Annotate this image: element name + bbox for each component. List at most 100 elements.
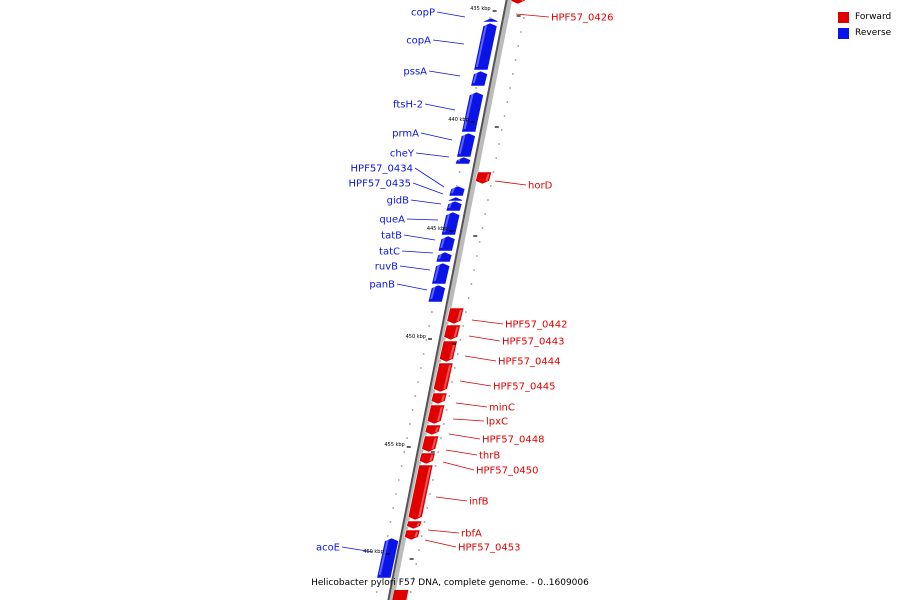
gene-panb-block[interactable] xyxy=(427,284,446,303)
gene-hpf57_0435-block-highlight xyxy=(450,197,453,200)
gene-label-hord[interactable]: horD xyxy=(528,181,553,192)
gene-label-thrb[interactable]: thrB xyxy=(479,451,500,462)
gene-labels: copP copA pssA ftsH-2 prmA cheY HPF57_0434 HPF5… xyxy=(316,8,614,554)
gene-hpf57_0435-block[interactable] xyxy=(447,196,464,202)
gene-hpf57_0426-block-highlight xyxy=(521,0,524,2)
gene-continuation-block xyxy=(392,590,409,600)
gene-copp-block[interactable] xyxy=(482,17,499,23)
gene-label-tatc[interactable]: tatC xyxy=(379,247,400,258)
legend: Forward Reverse xyxy=(838,9,891,41)
gene-label-ftsh-2[interactable]: ftsH-2 xyxy=(393,100,423,111)
gene-chey-block-highlight xyxy=(457,158,461,162)
leader-hpf57_0450 xyxy=(442,461,475,471)
gene-label-lpxc[interactable]: lpxC xyxy=(486,417,508,428)
gene-minc-block[interactable] xyxy=(430,392,448,405)
gene-label-hpf57_0444[interactable]: HPF57_0444 xyxy=(498,357,560,368)
major-tick-label: 455 kbp xyxy=(384,442,404,448)
gene-ftsh-2-block[interactable] xyxy=(461,91,484,133)
gene-minc-block-highlight xyxy=(441,394,446,402)
gene-quea-block[interactable] xyxy=(440,211,461,236)
backbone xyxy=(387,0,508,600)
leader-chey xyxy=(415,152,450,158)
gene-hpf57_0445-block[interactable] xyxy=(433,362,454,393)
gene-label-minc[interactable]: minC xyxy=(489,403,515,414)
legend-item-reverse: Reverse xyxy=(838,25,891,41)
major-tick-label: 445 kbp xyxy=(427,226,447,232)
gene-label-acoe[interactable]: acoE xyxy=(316,543,340,554)
gene-thrb-block-highlight xyxy=(431,437,437,450)
gene-label-gidb[interactable]: gidB xyxy=(387,196,409,207)
gene-label-infb[interactable]: infB xyxy=(469,497,489,508)
gene-label-chey[interactable]: cheY xyxy=(390,149,415,160)
major-tick-label: 440 kbp xyxy=(448,117,468,123)
leader-pssa xyxy=(428,70,461,77)
gene-thrb-block[interactable] xyxy=(421,435,440,453)
gene-tatb-block-highlight xyxy=(440,237,446,249)
leader-acoe xyxy=(341,546,374,553)
gene-hpf57_0426-block[interactable] xyxy=(510,0,526,5)
gene-infb-block-highlight xyxy=(418,466,431,518)
leader-hpf57_0453 xyxy=(424,539,457,548)
gene-label-pssa[interactable]: pssA xyxy=(403,67,427,78)
gene-hord-block[interactable] xyxy=(474,171,493,185)
leader-thrb xyxy=(445,449,478,456)
gene-hpf57_0453-block[interactable] xyxy=(403,529,421,541)
gene-hpf57_0444-block-highlight xyxy=(449,342,456,360)
gene-label-prma[interactable]: prmA xyxy=(392,129,419,140)
legend-swatch-reverse xyxy=(838,27,849,39)
leader-hpf57_0445 xyxy=(459,380,492,387)
gene-lpxc-block-highlight xyxy=(437,406,443,422)
gene-label-hpf57_0426[interactable]: HPF57_0426 xyxy=(551,13,613,24)
gene-panb-block-highlight xyxy=(430,286,436,300)
gene-label-hpf57_0442[interactable]: HPF57_0442 xyxy=(505,320,567,331)
gene-chey-block[interactable] xyxy=(454,156,472,165)
leader-ftsh-2 xyxy=(424,103,456,111)
gene-hpf57_0434-block[interactable] xyxy=(448,185,466,197)
gene-copa-block[interactable] xyxy=(473,22,498,71)
gene-ruvb-block-highlight xyxy=(433,264,440,282)
label-leaders xyxy=(341,11,550,553)
gene-infb-block[interactable] xyxy=(407,464,434,521)
gene-label-copp[interactable]: copP xyxy=(411,8,435,19)
gene-label-panb[interactable]: panB xyxy=(369,280,395,291)
gene-label-hpf57_0435[interactable]: HPF57_0435 xyxy=(349,179,411,190)
major-ticks: 435 kbp 440 kbp 445 kbp 450 kbp 455 kbp 460 k… xyxy=(363,6,521,560)
leader-tatb xyxy=(403,234,436,241)
gene-lpxc-block[interactable] xyxy=(426,404,446,425)
gene-hpf57_0442-block[interactable] xyxy=(446,307,465,325)
leader-copp xyxy=(436,11,466,18)
gene-label-ruvb[interactable]: ruvB xyxy=(375,262,398,273)
gene-tatb-block[interactable] xyxy=(437,235,456,252)
gene-label-rbfa[interactable]: rbfA xyxy=(461,529,482,540)
gene-acoe-block[interactable] xyxy=(376,537,399,579)
gene-gidb-block[interactable] xyxy=(445,200,463,212)
gene-label-quea[interactable]: queA xyxy=(379,215,405,226)
gene-ruvb-block[interactable] xyxy=(431,262,451,285)
gene-label-hpf57_0448[interactable]: HPF57_0448 xyxy=(482,435,544,446)
gene-label-copa[interactable]: copA xyxy=(406,36,431,47)
gene-label-hpf57_0450[interactable]: HPF57_0450 xyxy=(476,466,538,477)
gene-label-hpf57_0434[interactable]: HPF57_0434 xyxy=(351,164,413,175)
gene-hpf57_0444-block[interactable] xyxy=(438,340,458,363)
gene-hpf57_0448-block[interactable] xyxy=(424,424,442,436)
gene-pssa-block[interactable] xyxy=(470,70,488,87)
major-tick-label: 435 kbp xyxy=(470,6,490,12)
gene-hpf57_0445-block-highlight xyxy=(443,364,452,390)
gene-label-tatb[interactable]: tatB xyxy=(381,231,402,242)
gene-hpf57_0434-block-highlight xyxy=(451,187,455,194)
major-tick-label: 450 kbp xyxy=(406,334,426,340)
leader-copa xyxy=(432,39,465,45)
gene-hpf57_0453-block-highlight xyxy=(414,531,419,538)
gene-rbfa-block[interactable] xyxy=(406,520,423,530)
gene-hord-block-highlight xyxy=(485,173,490,182)
leader-minc xyxy=(455,402,488,408)
gene-hpf57_0443-block[interactable] xyxy=(443,324,461,341)
gene-tatc-block[interactable] xyxy=(435,251,453,263)
gene-label-hpf57_0443[interactable]: HPF57_0443 xyxy=(502,337,564,348)
gene-label-hpf57_0445[interactable]: HPF57_0445 xyxy=(493,382,555,393)
gene-gidb-block-highlight xyxy=(448,202,452,209)
gene-hpf57_0450-block[interactable] xyxy=(418,452,436,465)
gene-label-hpf57_0453[interactable]: HPF57_0453 xyxy=(458,543,520,554)
backbone-shadow xyxy=(388,0,513,600)
gene-copa-block-highlight xyxy=(475,24,488,68)
